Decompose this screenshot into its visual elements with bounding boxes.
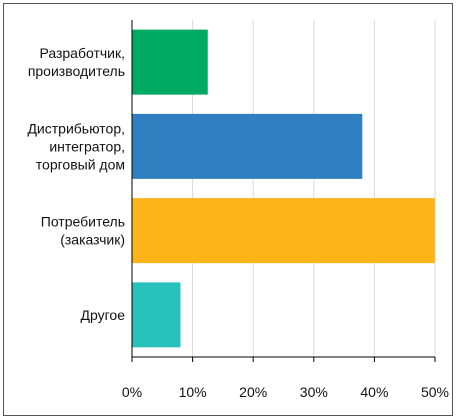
x-tick-label: 40% (360, 384, 388, 400)
bar (132, 198, 435, 264)
category-label-line: Дистрибьютор, (27, 120, 125, 136)
category-labels: Разработчик, производитель Дистрибьютор, ин… (27, 45, 125, 323)
category-label-line: торговый дом (36, 156, 125, 172)
x-tick-label: 30% (300, 384, 328, 400)
gridlines (192, 20, 436, 357)
x-tick-label: 20% (239, 384, 267, 400)
bar (132, 282, 181, 348)
category-label: Другое (81, 307, 126, 323)
tick-labels: 0% 10% 20% 30% 40% 50% (122, 384, 449, 400)
bars (132, 29, 435, 348)
category-label-line: Потребитель (41, 214, 125, 230)
category-label: Разработчик, производитель (28, 45, 125, 79)
category-label-line: Разработчик, (39, 45, 125, 61)
axes (131, 20, 436, 362)
x-tick-label: 10% (179, 384, 207, 400)
x-tick-label: 0% (122, 384, 142, 400)
category-label: Потребитель (заказчик) (41, 214, 125, 248)
category-label-line: Другое (81, 307, 126, 323)
category-label-line: интегратор, (49, 138, 125, 154)
chart-frame (3, 3, 453, 416)
x-tick-label: 50% (421, 384, 449, 400)
bar (132, 113, 363, 179)
category-label-line: производитель (28, 63, 125, 79)
category-label-line: (заказчик) (60, 232, 125, 248)
category-label: Дистрибьютор, интегратор, торговый дом (27, 120, 125, 172)
bar (132, 29, 208, 95)
